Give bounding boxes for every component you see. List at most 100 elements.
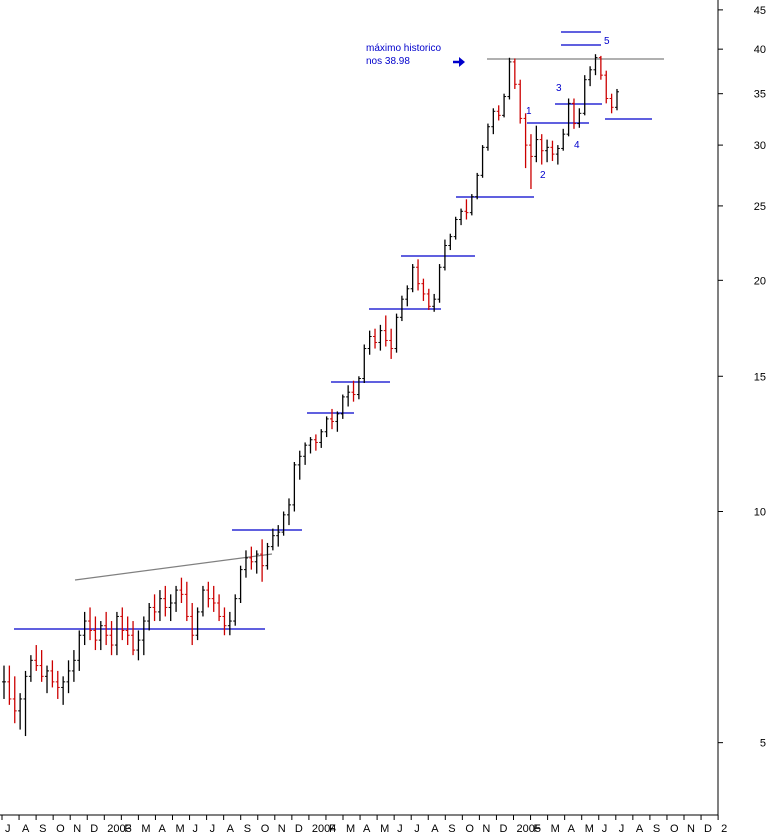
annotation-label: 3 xyxy=(556,83,562,94)
ohlc-bar xyxy=(459,208,464,226)
ohlc-bar xyxy=(276,525,281,547)
ohlc-bar xyxy=(61,676,66,705)
x-tick-label: M xyxy=(346,823,355,835)
x-tick-label: J xyxy=(619,823,625,835)
x-tick-label: J xyxy=(414,823,420,835)
ohlc-bar xyxy=(464,199,469,220)
y-tick-label: 40 xyxy=(754,44,766,56)
ohlc-bars-layer xyxy=(2,54,619,737)
x-tick-label: F xyxy=(534,823,541,835)
ohlc-bar xyxy=(545,139,550,163)
ohlc-bar xyxy=(147,603,152,631)
ohlc-bar xyxy=(34,645,39,671)
ohlc-bar xyxy=(378,324,383,351)
ohlc-bar xyxy=(582,75,587,116)
ohlc-bar xyxy=(507,57,512,100)
ohlc-bar xyxy=(152,594,157,622)
ohlc-bar xyxy=(184,581,189,622)
ohlc-bar xyxy=(238,565,243,604)
ohlc-bar xyxy=(480,145,485,178)
ohlc-bar xyxy=(206,581,211,608)
x-tick-label: M xyxy=(141,823,150,835)
ohlc-bar xyxy=(179,577,184,604)
ohlc-bar xyxy=(399,295,404,322)
ohlc-bar xyxy=(485,123,490,151)
ohlc-bar xyxy=(88,607,93,641)
ohlc-bar xyxy=(362,344,367,384)
ohlc-bar xyxy=(426,288,431,310)
x-tick-label: D xyxy=(90,823,98,835)
ohlc-bar xyxy=(93,616,98,651)
x-tick-label: D xyxy=(499,823,507,835)
ohlc-bar xyxy=(200,585,205,617)
annotation-label: 2 xyxy=(540,170,546,181)
x-tick-label: O xyxy=(56,823,65,835)
ohlc-bar xyxy=(12,676,17,724)
ohlc-bar xyxy=(77,630,82,671)
ohlc-bar xyxy=(114,611,119,656)
ohlc-bar xyxy=(588,66,593,87)
ohlc-bar xyxy=(356,376,361,400)
x-tick-label: J xyxy=(602,823,608,835)
x-tick-label: M xyxy=(176,823,185,835)
x-tick-label: J xyxy=(397,823,403,835)
x-tick-label: A xyxy=(22,823,30,835)
x-tick-label: 2 xyxy=(721,823,727,835)
ohlc-bar xyxy=(174,585,179,612)
ohlc-bar xyxy=(367,330,372,355)
ohlc-bar xyxy=(233,594,238,626)
ohlc-bar xyxy=(227,611,232,636)
ohlc-bar xyxy=(561,128,566,151)
y-tick-label: 15 xyxy=(754,371,766,383)
ohlc-bar xyxy=(502,93,507,118)
x-tick-label: F xyxy=(329,823,336,835)
ohlc-bar xyxy=(609,93,614,114)
ohlc-bar xyxy=(211,585,216,612)
x-tick-label: O xyxy=(465,823,474,835)
ohlc-bar xyxy=(550,140,555,162)
ohlc-bar xyxy=(265,542,270,570)
ohlc-bar xyxy=(383,315,388,347)
y-tick-label: 25 xyxy=(754,201,766,213)
ohlc-bar xyxy=(28,655,33,682)
ohlc-bar xyxy=(518,79,523,124)
ohlc-bar xyxy=(523,113,528,169)
ohlc-bar xyxy=(190,603,195,646)
x-tick-label: S xyxy=(653,823,660,835)
ohlc-bar xyxy=(555,145,560,165)
x-tick-label: J xyxy=(193,823,199,835)
ohlc-bar xyxy=(82,611,87,646)
ohlc-bar xyxy=(324,416,329,438)
ohlc-bar xyxy=(313,434,318,451)
x-tick-label: N xyxy=(687,823,695,835)
x-tick-label: 2003 xyxy=(107,823,131,835)
ohlc-bar xyxy=(243,550,248,578)
arrow-right-icon xyxy=(453,57,465,67)
x-tick-label: N xyxy=(73,823,81,835)
ohlc-bar xyxy=(45,665,50,694)
y-tick-label: 5 xyxy=(760,738,766,750)
ohlc-bar xyxy=(442,239,447,271)
ohlc-bar xyxy=(260,539,265,582)
ohlc-bar xyxy=(491,108,496,135)
ohlc-bar xyxy=(528,134,533,189)
x-tick-label: J xyxy=(5,823,11,835)
ohlc-bar xyxy=(66,660,71,694)
x-tick-label: O xyxy=(670,823,679,835)
ohlc-bar xyxy=(2,665,6,699)
ohlc-bar xyxy=(577,108,582,128)
x-tick-label: M xyxy=(551,823,560,835)
ohlc-bar xyxy=(469,194,474,216)
ohlc-bar xyxy=(292,461,297,512)
ohlc-bar xyxy=(539,134,544,165)
x-tick-label: N xyxy=(278,823,286,835)
x-tick-label: A xyxy=(431,823,439,835)
ohlc-bar xyxy=(432,293,437,312)
ohlc-bar xyxy=(512,58,517,89)
x-tick-label: N xyxy=(482,823,490,835)
ohlc-bar xyxy=(340,394,345,419)
x-tick-label: 2005 xyxy=(517,823,541,835)
y-tick-label: 10 xyxy=(754,506,766,518)
ohlc-bar xyxy=(222,607,227,636)
